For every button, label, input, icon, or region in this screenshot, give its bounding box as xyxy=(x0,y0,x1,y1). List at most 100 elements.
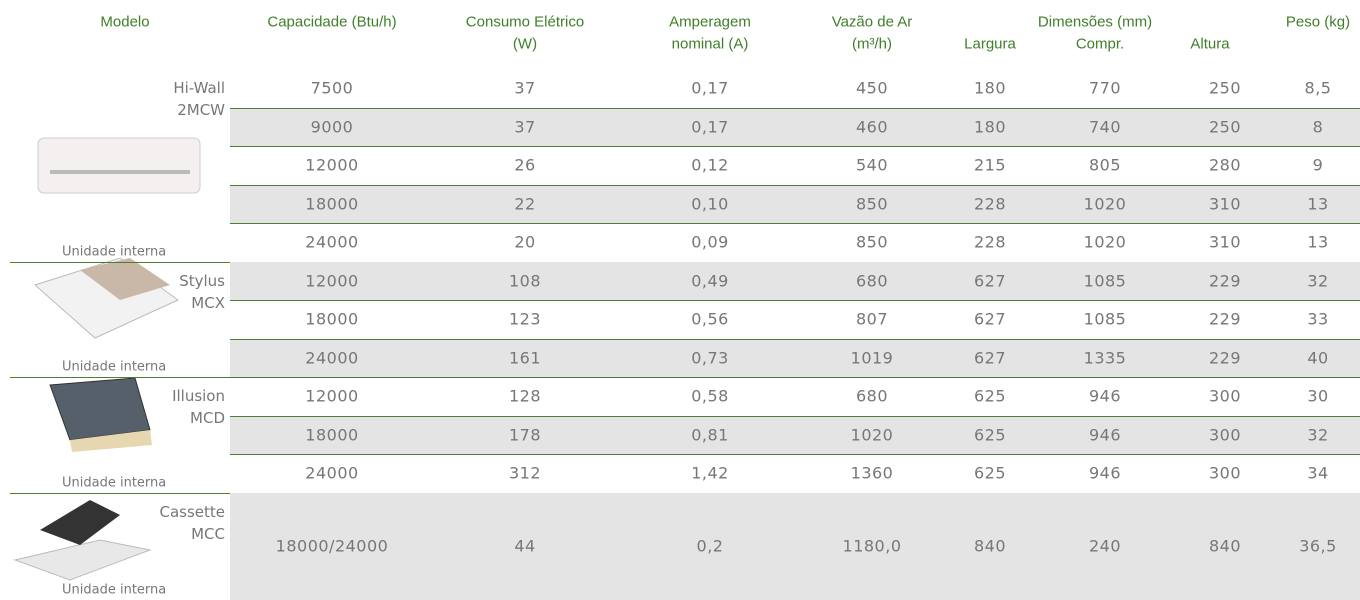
cell: 30 xyxy=(1307,387,1328,406)
hi-wall-image xyxy=(38,138,200,193)
cell: 625 xyxy=(974,464,1006,483)
cell: 0,17 xyxy=(691,117,729,136)
cell: 1020 xyxy=(1084,194,1127,213)
cell: 250 xyxy=(1209,117,1241,136)
header-power: Consumo Elétrico xyxy=(466,14,584,31)
row-separator xyxy=(230,416,1360,417)
cell: 300 xyxy=(1209,425,1241,444)
unit-caption: Unidade interna xyxy=(62,360,166,375)
header-current: Amperagem xyxy=(669,14,751,31)
model-name: MCD xyxy=(190,409,225,427)
cell: 300 xyxy=(1209,464,1241,483)
cell: 310 xyxy=(1209,194,1241,213)
model-name: MCC xyxy=(191,525,225,543)
cell: 178 xyxy=(509,425,541,444)
cell: 24000 xyxy=(305,348,358,367)
cell: 625 xyxy=(974,387,1006,406)
header-power-unit: (W) xyxy=(513,36,537,53)
spec-table: Modelo Capacidade (Btu/h) Consumo Elétri… xyxy=(0,0,1360,600)
row-shade xyxy=(230,262,1360,301)
cell: 8,5 xyxy=(1305,79,1332,98)
cell: 44 xyxy=(514,537,535,556)
cell: 460 xyxy=(856,117,888,136)
row-separator xyxy=(230,223,1360,224)
cell: 22 xyxy=(514,194,535,213)
header-weight: Peso (kg) xyxy=(1286,14,1350,31)
cell: 24000 xyxy=(305,464,358,483)
cell: 37 xyxy=(514,79,535,98)
cell: 946 xyxy=(1089,387,1121,406)
header-airflow: Vazão de Ar xyxy=(832,14,913,31)
row-separator xyxy=(230,185,1360,186)
cell: 1019 xyxy=(851,348,894,367)
cell: 26 xyxy=(514,156,535,175)
cell: 18000 xyxy=(305,310,358,329)
cell: 229 xyxy=(1209,271,1241,290)
cell: 0,56 xyxy=(691,310,729,329)
cell: 840 xyxy=(974,537,1006,556)
cell: 250 xyxy=(1209,79,1241,98)
cell: 34 xyxy=(1307,464,1328,483)
cell: 240 xyxy=(1089,537,1121,556)
cell: 0,58 xyxy=(691,387,729,406)
cell: 9 xyxy=(1313,156,1324,175)
row-shade xyxy=(230,416,1360,455)
cell: 807 xyxy=(856,310,888,329)
cell: 1085 xyxy=(1084,271,1127,290)
cell: 108 xyxy=(509,271,541,290)
cell: 840 xyxy=(1209,537,1241,556)
row-shade xyxy=(230,339,1360,378)
cell: 450 xyxy=(856,79,888,98)
cell: 32 xyxy=(1307,271,1328,290)
cell: 180 xyxy=(974,117,1006,136)
cell: 0,49 xyxy=(691,271,729,290)
row-separator xyxy=(230,454,1360,455)
hi-wall-vent xyxy=(50,170,190,174)
cell: 280 xyxy=(1209,156,1241,175)
group-separator xyxy=(10,377,1360,378)
cell: 13 xyxy=(1307,233,1328,252)
cell: 0,17 xyxy=(691,79,729,98)
model-name: Hi-Wall xyxy=(173,79,225,97)
cell: 9000 xyxy=(311,117,354,136)
cell: 215 xyxy=(974,156,1006,175)
cell: 310 xyxy=(1209,233,1241,252)
cell: 32 xyxy=(1307,425,1328,444)
cell: 161 xyxy=(509,348,541,367)
cell: 1360 xyxy=(851,464,894,483)
model-name: Illusion xyxy=(172,387,225,405)
cell: 627 xyxy=(974,310,1006,329)
cell: 228 xyxy=(974,194,1006,213)
illusion-image xyxy=(50,378,150,440)
cell: 627 xyxy=(974,271,1006,290)
row-separator xyxy=(230,146,1360,147)
cell: 850 xyxy=(856,194,888,213)
cell: 740 xyxy=(1089,117,1121,136)
header-current-unit: nominal (A) xyxy=(672,36,749,53)
row-shade xyxy=(230,493,1360,600)
row-shade xyxy=(230,185,1360,224)
cell: 128 xyxy=(509,387,541,406)
cell: 946 xyxy=(1089,425,1121,444)
cell: 13 xyxy=(1307,194,1328,213)
cell: 180 xyxy=(974,79,1006,98)
cell: 680 xyxy=(856,271,888,290)
cell: 1085 xyxy=(1084,310,1127,329)
cell: 24000 xyxy=(305,233,358,252)
cell: 20 xyxy=(514,233,535,252)
cell: 12000 xyxy=(305,271,358,290)
model-name: Cassette xyxy=(159,503,225,521)
header-length: Compr. xyxy=(1076,36,1124,53)
cell: 229 xyxy=(1209,310,1241,329)
cell: 627 xyxy=(974,348,1006,367)
cell: 18000 xyxy=(305,194,358,213)
cell: 1020 xyxy=(1084,233,1127,252)
cell: 12000 xyxy=(305,156,358,175)
header-capacity: Capacidade (Btu/h) xyxy=(267,14,396,31)
cell: 850 xyxy=(856,233,888,252)
cell: 0,10 xyxy=(691,194,729,213)
cell: 540 xyxy=(856,156,888,175)
cell: 0,81 xyxy=(691,425,729,444)
row-separator xyxy=(230,300,1360,301)
cell: 12000 xyxy=(305,387,358,406)
